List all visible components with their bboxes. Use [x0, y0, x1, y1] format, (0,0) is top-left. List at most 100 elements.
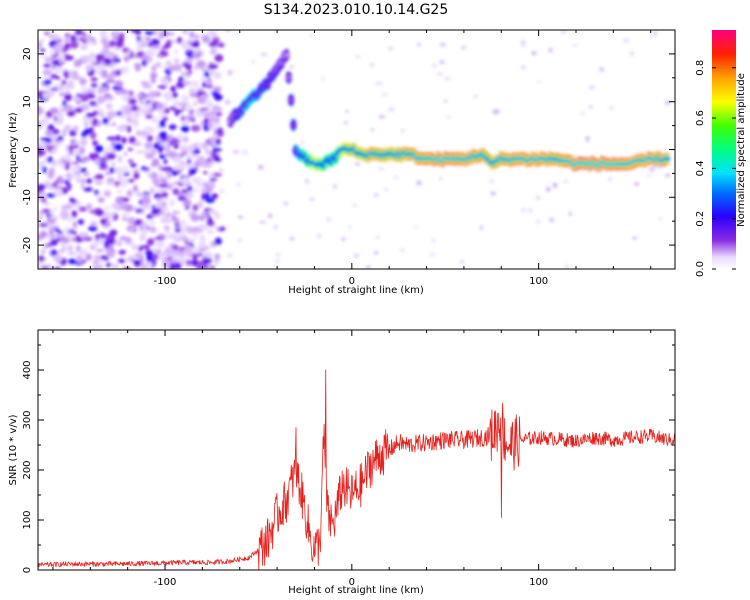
noise-blob [139, 211, 146, 216]
noise-blob [38, 54, 48, 58]
noise-blob [121, 136, 127, 144]
noise-blob [118, 249, 127, 255]
noise-blob [144, 93, 150, 98]
noise-blob [107, 51, 116, 58]
noise-blob [40, 248, 46, 255]
noise-blob [43, 79, 52, 85]
noise-blob [196, 155, 206, 164]
noise-blob [156, 188, 167, 193]
noise-blob [89, 126, 94, 133]
ridge-blob [283, 53, 290, 58]
noise-blob [141, 98, 147, 105]
noise-blob [99, 255, 109, 260]
noise-blob [171, 39, 178, 43]
noise-blob [305, 178, 309, 184]
noise-blob [132, 141, 142, 146]
noise-blob [68, 80, 74, 85]
noise-blob [104, 191, 111, 197]
noise-blob [237, 239, 242, 242]
noise-blob [65, 144, 71, 152]
noise-blob [133, 171, 140, 180]
noise-blob [218, 168, 225, 172]
noise-blob [173, 235, 183, 243]
noise-blob [136, 94, 145, 98]
noise-blob [154, 61, 162, 68]
noise-blob [152, 256, 160, 260]
noise-blob [205, 197, 215, 203]
noise-blob [158, 131, 168, 140]
noise-blob [521, 65, 526, 70]
noise-blob [213, 211, 221, 220]
noise-blob [273, 225, 278, 230]
noise-blob [56, 230, 64, 234]
noise-blob [181, 40, 188, 49]
noise-blob [170, 85, 177, 93]
noise-blob [275, 258, 280, 264]
noise-blob [59, 235, 66, 242]
noise-blob [460, 45, 467, 50]
noise-blob [64, 33, 71, 38]
noise-blob [193, 48, 201, 54]
noise-blob [125, 256, 131, 264]
snr-ytick-label: 400 [22, 360, 33, 379]
spectrogram-ytick-label: -10 [22, 189, 33, 205]
noise-blob [42, 116, 51, 121]
noise-blob [98, 162, 108, 166]
noise-blob [72, 221, 78, 230]
noise-blob [44, 58, 53, 63]
noise-blob [162, 116, 168, 122]
noise-blob [168, 124, 177, 130]
noise-blob [144, 30, 155, 35]
noise-blob [149, 187, 155, 194]
noise-blob [72, 150, 78, 156]
noise-blob [140, 55, 151, 60]
noise-blob [214, 253, 221, 261]
noise-blob [192, 101, 198, 106]
noise-blob [208, 159, 213, 164]
noise-blob [378, 114, 386, 119]
noise-blob [488, 179, 495, 183]
noise-blob [251, 60, 255, 64]
noise-blob [132, 259, 143, 265]
noise-blob [85, 178, 93, 184]
noise-blob [130, 30, 139, 33]
noise-blob [431, 238, 437, 243]
colorbar-gradient [712, 30, 736, 269]
noise-blob [98, 112, 106, 118]
noise-blob [49, 49, 56, 56]
noise-blob [63, 226, 71, 232]
noise-blob [257, 165, 264, 170]
noise-blob [552, 182, 558, 188]
noise-blob [653, 31, 657, 36]
noise-blob [208, 137, 213, 146]
colorbar: 0.0 0.2 0.4 0.6 0.8 Normalized spectral ampl… [695, 30, 747, 277]
noise-blob [548, 47, 553, 53]
noise-blob [89, 101, 97, 106]
noise-blob [236, 182, 241, 187]
noise-blob [44, 130, 54, 136]
noise-blob [209, 209, 217, 214]
noise-blob [588, 85, 595, 90]
noise-blob [124, 51, 132, 56]
noise-blob [261, 52, 268, 56]
noise-blob [185, 259, 191, 266]
noise-blob [492, 109, 500, 115]
noise-blob [188, 88, 196, 93]
noise-blob [109, 236, 116, 245]
noise-blob [75, 164, 82, 172]
noise-blob [192, 204, 199, 212]
snr-xlabel: Height of straight line (km) [288, 585, 424, 596]
noise-blob [166, 171, 173, 179]
noise-blob [355, 54, 361, 59]
noise-blob [161, 261, 171, 268]
noise-blob [165, 70, 172, 75]
noise-blob [209, 68, 215, 76]
noise-blob [52, 233, 62, 238]
noise-blob [212, 147, 222, 152]
noise-blob [546, 186, 551, 192]
colorbar-label: Normalized spectral amplitude [736, 73, 747, 227]
noise-blob [146, 238, 155, 246]
noise-blob [38, 107, 45, 115]
noise-blob [135, 40, 143, 46]
noise-blob [417, 42, 421, 47]
